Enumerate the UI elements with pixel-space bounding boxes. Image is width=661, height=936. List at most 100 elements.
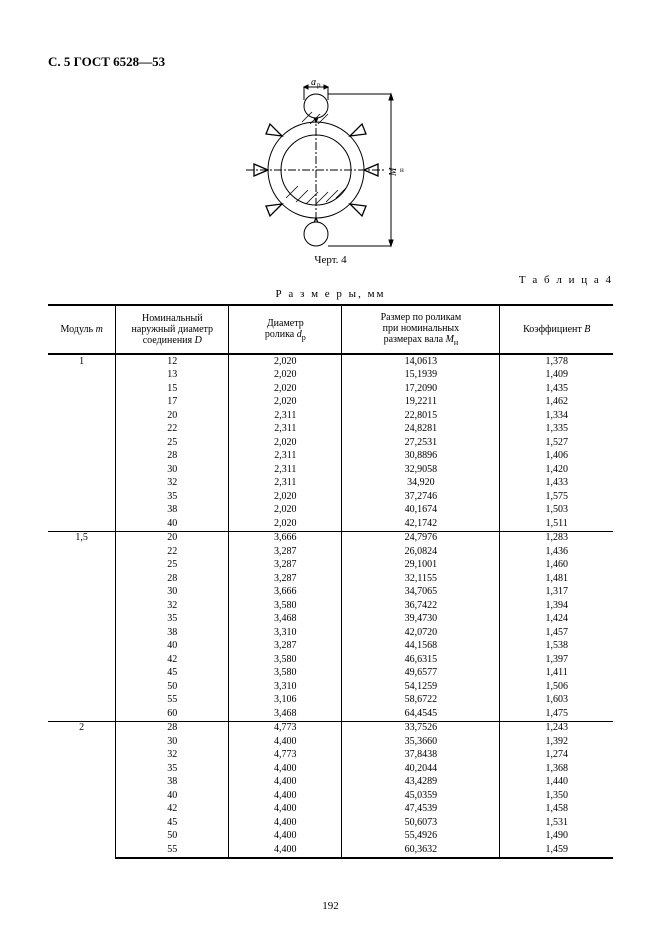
table-cell: 4,400 — [229, 789, 342, 803]
table-cell: 3,468 — [229, 707, 342, 721]
table-cell: 36,7422 — [342, 599, 500, 613]
table-cell: 35 — [116, 613, 229, 627]
data-table: Модуль m Номинальныйнаружный диаметрсоед… — [48, 304, 613, 859]
col-roller-d: Диаметрролика dp — [229, 305, 342, 354]
table-cell: 3,106 — [229, 694, 342, 708]
table-cell: 20 — [116, 409, 229, 423]
table-cell: 3,666 — [229, 586, 342, 600]
table-cell: 2,311 — [229, 477, 342, 491]
table-cell: 35,3660 — [342, 735, 500, 749]
table-cell: 2,311 — [229, 463, 342, 477]
table-cell: 54,1259 — [342, 680, 500, 694]
figure-caption: Черт. 4 — [48, 254, 613, 266]
table-cell: 2,020 — [229, 490, 342, 504]
table-cell: 28 — [116, 572, 229, 586]
table-cell: 32 — [116, 599, 229, 613]
table-cell: 26,0824 — [342, 545, 500, 559]
table-cell: 50,6073 — [342, 816, 500, 830]
table-cell: 47,4539 — [342, 803, 500, 817]
table-cell: 1,274 — [500, 749, 613, 763]
table-cell: 2,311 — [229, 423, 342, 437]
table-cell: 1,392 — [500, 735, 613, 749]
table-cell: 58,6722 — [342, 694, 500, 708]
table-cell: 60 — [116, 707, 229, 721]
table-cell: 1,394 — [500, 599, 613, 613]
table-cell: 38 — [116, 626, 229, 640]
table-cell: 25 — [116, 436, 229, 450]
table-cell: 1,424 — [500, 613, 613, 627]
table-cell: 4,400 — [229, 762, 342, 776]
table-cell: 34,920 — [342, 477, 500, 491]
table-cell: 60,3632 — [342, 843, 500, 858]
table-cell: 43,4289 — [342, 776, 500, 790]
table-cell: 30 — [116, 735, 229, 749]
table-cell: 1,603 — [500, 694, 613, 708]
table-cell: 15,1939 — [342, 369, 500, 383]
table-cell: 37,8438 — [342, 749, 500, 763]
table-cell: 28 — [116, 721, 229, 735]
table-cell: 42 — [116, 803, 229, 817]
table-cell: 1,460 — [500, 559, 613, 573]
table-cell: 42 — [116, 653, 229, 667]
table-cell: 1,283 — [500, 531, 613, 545]
table-cell: 2,311 — [229, 409, 342, 423]
module-cell: 1,5 — [48, 531, 116, 721]
table-cell: 22 — [116, 545, 229, 559]
table-cell: 2,020 — [229, 396, 342, 410]
table-cell: 1,406 — [500, 450, 613, 464]
table-cell: 1,459 — [500, 843, 613, 858]
table-cell: 4,400 — [229, 816, 342, 830]
table-cell: 1,503 — [500, 504, 613, 518]
table-cell: 1,335 — [500, 423, 613, 437]
col-module: Модуль m — [48, 305, 116, 354]
col-coef-b: Коэффициент B — [500, 305, 613, 354]
table-cell: 1,409 — [500, 369, 613, 383]
table-cell: 3,580 — [229, 667, 342, 681]
table-cell: 29,1001 — [342, 559, 500, 573]
table-cell: 32,1155 — [342, 572, 500, 586]
table-cell: 40 — [116, 517, 229, 531]
table-cell: 28 — [116, 450, 229, 464]
module-cell: 1 — [48, 355, 116, 531]
table-cell: 3,580 — [229, 599, 342, 613]
table-cell: 3,666 — [229, 531, 342, 545]
table-cell: 39,4730 — [342, 613, 500, 627]
table-cell: 12 — [116, 355, 229, 369]
table-cell: 2,311 — [229, 450, 342, 464]
table-cell: 35 — [116, 490, 229, 504]
table-cell: 45 — [116, 816, 229, 830]
table-cell: 1,457 — [500, 626, 613, 640]
table-cell: 3,468 — [229, 613, 342, 627]
table-cell: 4,400 — [229, 843, 342, 858]
table-cell: 1,490 — [500, 830, 613, 844]
table-cell: 3,287 — [229, 559, 342, 573]
table-cell: 4,773 — [229, 721, 342, 735]
table-cell: 4,400 — [229, 735, 342, 749]
table-cell: 2,020 — [229, 436, 342, 450]
table-cell: 1,475 — [500, 707, 613, 721]
table-cell: 32 — [116, 749, 229, 763]
table-cell: 22,8015 — [342, 409, 500, 423]
table-cell: 50 — [116, 680, 229, 694]
table-cell: 4,400 — [229, 776, 342, 790]
table-cell: 3,310 — [229, 626, 342, 640]
label-mn: M — [388, 167, 399, 177]
table-cell: 34,7065 — [342, 586, 500, 600]
table-cell: 20 — [116, 531, 229, 545]
table-cell: 45,0359 — [342, 789, 500, 803]
table-cell: 45 — [116, 667, 229, 681]
col-size-mn: Размер по роликампри номинальныхразмерах… — [342, 305, 500, 354]
table-cell: 2,020 — [229, 382, 342, 396]
table-cell: 1,420 — [500, 463, 613, 477]
table-cell: 13 — [116, 369, 229, 383]
table-cell: 38 — [116, 776, 229, 790]
table-label: Т а б л и ц а 4 — [48, 274, 613, 286]
table-cell: 37,2746 — [342, 490, 500, 504]
table-cell: 55,4926 — [342, 830, 500, 844]
table-cell: 1,368 — [500, 762, 613, 776]
table-cell: 27,2531 — [342, 436, 500, 450]
table-cell: 24,7976 — [342, 531, 500, 545]
table-cell: 1,334 — [500, 409, 613, 423]
table-cell: 3,310 — [229, 680, 342, 694]
table-cell: 25 — [116, 559, 229, 573]
